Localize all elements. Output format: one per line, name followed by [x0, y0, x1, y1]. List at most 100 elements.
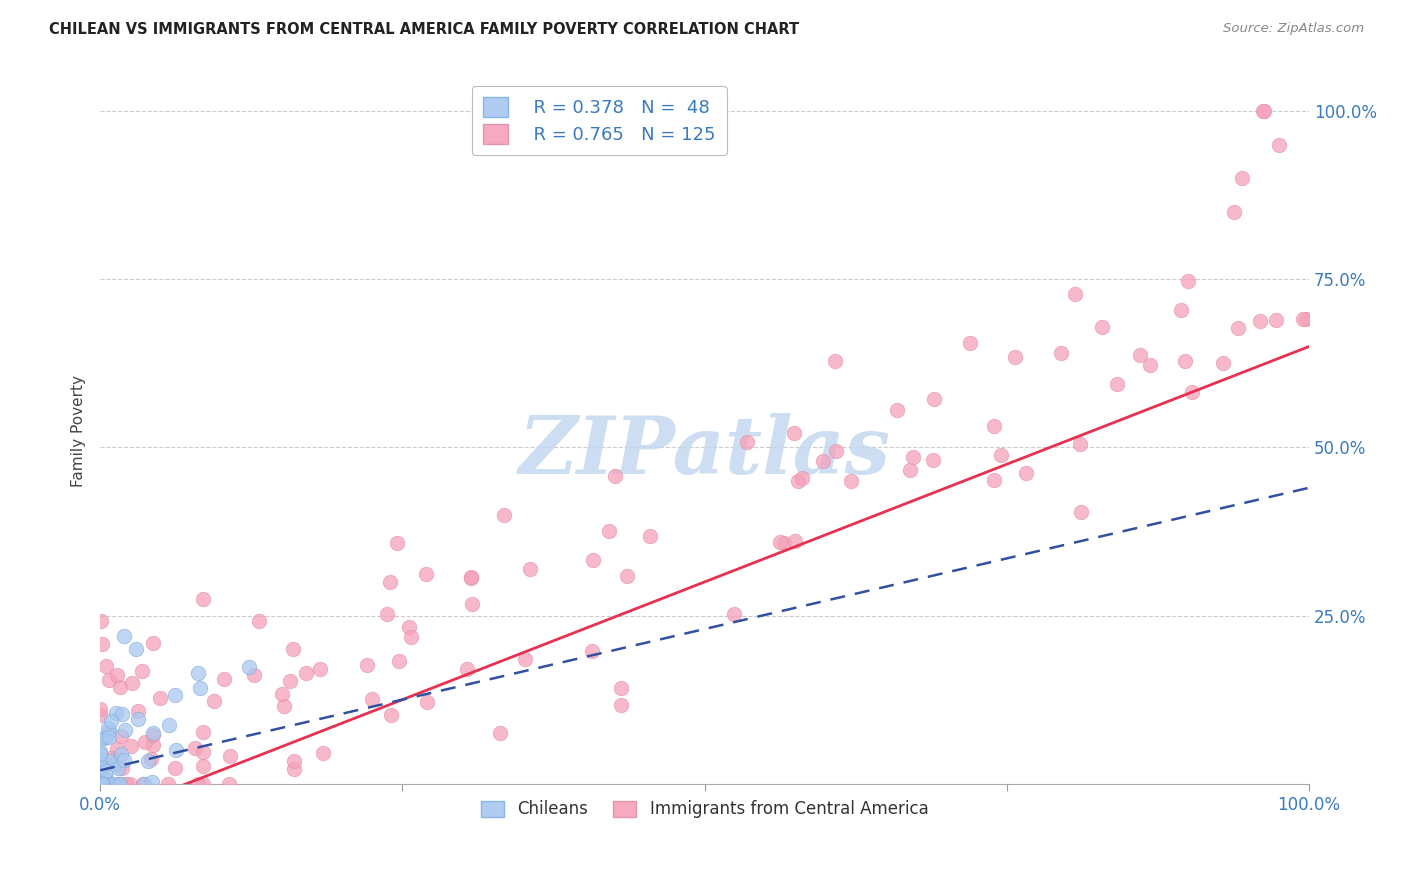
- Point: [103, 757, 125, 772]
- Point: [98, 755, 121, 769]
- Point: [131, 664, 153, 678]
- Point: [1129, 348, 1152, 362]
- Point: [108, 681, 131, 695]
- Point: [1253, 104, 1275, 119]
- Point: [312, 747, 335, 761]
- Point: [1295, 312, 1317, 326]
- Point: [114, 723, 136, 738]
- Point: [134, 735, 156, 749]
- Point: [142, 738, 165, 752]
- Point: [1091, 319, 1114, 334]
- Point: [212, 673, 235, 687]
- Point: [93, 731, 115, 746]
- Point: [157, 718, 180, 732]
- Point: [125, 642, 148, 657]
- Point: [93, 777, 115, 791]
- Point: [94, 772, 117, 786]
- Point: [886, 403, 908, 417]
- Point: [89, 745, 111, 759]
- Point: [1174, 353, 1197, 368]
- Point: [118, 777, 141, 791]
- Point: [219, 748, 242, 763]
- Point: [204, 694, 226, 708]
- Point: [104, 706, 127, 720]
- Point: [283, 754, 305, 768]
- Point: [127, 704, 149, 718]
- Point: [91, 777, 114, 791]
- Point: [108, 777, 131, 791]
- Point: [94, 764, 117, 778]
- Point: [387, 536, 409, 550]
- Point: [90, 615, 112, 629]
- Point: [460, 570, 482, 584]
- Point: [271, 687, 294, 701]
- Y-axis label: Family Poverty: Family Poverty: [72, 375, 86, 487]
- Point: [922, 453, 945, 467]
- Point: [163, 762, 186, 776]
- Point: [142, 728, 165, 742]
- Point: [769, 534, 792, 549]
- Point: [415, 567, 437, 582]
- Point: [598, 524, 620, 538]
- Point: [1105, 376, 1128, 391]
- Point: [138, 754, 160, 768]
- Point: [89, 777, 111, 791]
- Point: [361, 691, 384, 706]
- Point: [278, 674, 301, 689]
- Point: [91, 777, 114, 791]
- Point: [89, 752, 111, 766]
- Point: [247, 614, 270, 628]
- Point: [187, 666, 209, 681]
- Point: [132, 777, 155, 791]
- Point: [1291, 311, 1313, 326]
- Point: [1226, 320, 1249, 334]
- Point: [115, 777, 138, 791]
- Point: [1264, 313, 1286, 327]
- Point: [1139, 358, 1161, 372]
- Point: [193, 745, 215, 759]
- Point: [990, 448, 1012, 462]
- Point: [401, 630, 423, 644]
- Point: [581, 644, 603, 658]
- Text: Source: ZipAtlas.com: Source: ZipAtlas.com: [1223, 22, 1364, 36]
- Point: [165, 688, 187, 702]
- Point: [959, 335, 981, 350]
- Point: [188, 681, 211, 695]
- Point: [582, 553, 605, 567]
- Point: [295, 665, 318, 680]
- Point: [101, 777, 124, 791]
- Point: [616, 568, 638, 582]
- Legend: Chileans, Immigrants from Central America: Chileans, Immigrants from Central Americ…: [474, 794, 935, 825]
- Point: [1049, 346, 1071, 360]
- Point: [89, 708, 111, 723]
- Point: [111, 761, 134, 775]
- Point: [96, 658, 118, 673]
- Point: [375, 607, 398, 622]
- Point: [378, 575, 401, 590]
- Point: [841, 474, 863, 488]
- Point: [1069, 437, 1091, 451]
- Point: [1268, 137, 1291, 152]
- Point: [121, 676, 143, 690]
- Point: [309, 662, 332, 676]
- Point: [132, 777, 155, 791]
- Point: [811, 453, 834, 467]
- Point: [112, 629, 135, 643]
- Point: [416, 694, 439, 708]
- Point: [187, 777, 209, 791]
- Point: [156, 777, 179, 791]
- Point: [273, 699, 295, 714]
- Point: [127, 712, 149, 726]
- Point: [1249, 314, 1271, 328]
- Point: [460, 571, 482, 585]
- Point: [142, 725, 165, 739]
- Point: [89, 747, 111, 761]
- Point: [1004, 350, 1026, 364]
- Point: [90, 774, 112, 789]
- Point: [901, 450, 924, 465]
- Point: [90, 777, 112, 791]
- Point: [89, 702, 111, 716]
- Point: [238, 660, 260, 674]
- Point: [388, 654, 411, 668]
- Point: [243, 668, 266, 682]
